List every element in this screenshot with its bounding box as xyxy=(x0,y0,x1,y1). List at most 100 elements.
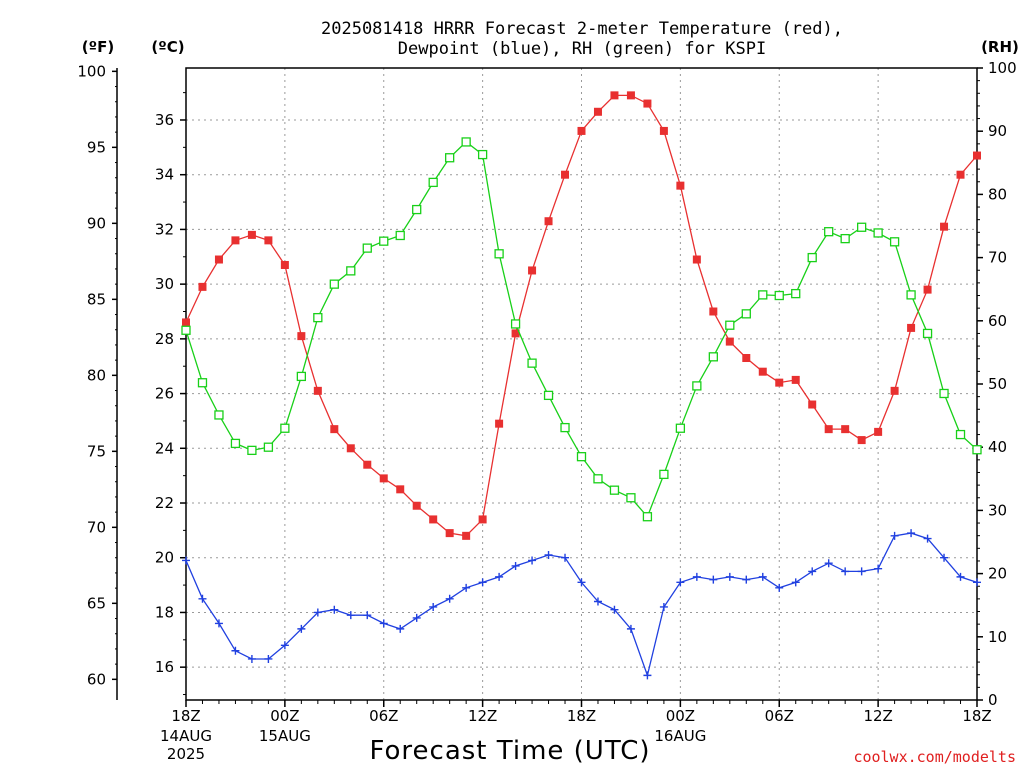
temperature-point xyxy=(379,474,388,483)
dewpoint-point xyxy=(297,624,306,633)
rh-tick-label: 90 xyxy=(988,122,1007,140)
fahrenheit-tick-label: 95 xyxy=(87,138,106,156)
rh-point xyxy=(510,319,521,329)
temperature-point xyxy=(841,425,850,434)
x-tick-label: 12Z xyxy=(468,707,497,725)
rh-point xyxy=(477,149,488,160)
temperature-point xyxy=(182,318,190,327)
dewpoint-point xyxy=(280,641,289,650)
temperature-point xyxy=(973,151,981,160)
dewpoint-point xyxy=(429,602,438,611)
dewpoint-point xyxy=(676,578,685,587)
temperature-point xyxy=(626,91,635,100)
celsius-tick-label: 22 xyxy=(155,494,174,512)
rh-tick-label: 100 xyxy=(988,59,1017,77)
rh-point xyxy=(609,485,620,495)
dewpoint-point xyxy=(363,611,372,620)
dewpoint-point xyxy=(462,583,471,592)
temperature-point xyxy=(593,107,602,116)
dewpoint-point xyxy=(923,534,932,543)
rh-point xyxy=(395,230,405,241)
credit-label: coolwx.com/modelts xyxy=(853,748,1016,766)
temperature-point xyxy=(247,230,256,239)
dewpoint-point xyxy=(890,531,899,540)
celsius-tick-label: 32 xyxy=(155,220,174,238)
temperature-point xyxy=(363,460,372,469)
temperature-point xyxy=(775,378,784,387)
temperature-point xyxy=(676,181,685,190)
rh-point xyxy=(758,290,768,300)
dewpoint-point xyxy=(561,553,570,562)
rh-point xyxy=(659,469,669,480)
dewpoint-point xyxy=(808,567,817,576)
temperature-point xyxy=(824,425,833,434)
temperature-point xyxy=(643,99,652,108)
rh-tick-label: 70 xyxy=(988,249,1007,267)
x-tick-label: 06Z xyxy=(765,707,794,725)
dewpoint-series xyxy=(182,529,981,680)
temperature-point xyxy=(742,354,751,363)
temperature-point xyxy=(561,170,570,179)
rh-point xyxy=(247,445,257,456)
rh-tick-label: 10 xyxy=(988,628,1007,646)
celsius-tick-label: 36 xyxy=(155,111,174,129)
rh-point xyxy=(972,445,982,455)
temperature-point xyxy=(231,236,240,245)
temperature-point xyxy=(264,236,273,245)
fahrenheit-tick-label: 85 xyxy=(87,290,106,308)
dewpoint-point xyxy=(528,556,537,565)
rh-point xyxy=(181,325,191,335)
rh-point xyxy=(807,252,817,263)
x-tick-label: 12Z xyxy=(863,707,892,725)
dewpoint-point xyxy=(775,583,784,592)
temperature-point xyxy=(462,531,471,540)
celsius-tick-label: 20 xyxy=(155,549,174,567)
temperature-point xyxy=(280,260,289,269)
rh-point xyxy=(675,423,686,433)
dewpoint-point xyxy=(495,572,504,581)
temperature-series xyxy=(182,91,981,540)
fahrenheit-tick-label: 80 xyxy=(87,366,106,384)
rh-point xyxy=(280,423,290,433)
dewpoint-point xyxy=(346,611,355,620)
celsius-tick-label: 18 xyxy=(155,603,174,621)
celsius-unit-label: (ºC) xyxy=(151,38,184,56)
fahrenheit-tick-label: 70 xyxy=(87,518,106,536)
chart-title-line1: 2025081418 HRRR Forecast 2-meter Tempera… xyxy=(321,19,843,39)
temperature-point xyxy=(214,255,223,264)
rh-point xyxy=(873,228,883,238)
rh-point xyxy=(230,438,241,449)
temperature-point xyxy=(429,515,438,524)
dewpoint-point xyxy=(709,575,718,584)
rh-unit-label: (RH) xyxy=(981,38,1019,56)
rh-point xyxy=(329,279,339,289)
fahrenheit-tick-label: 65 xyxy=(87,594,106,612)
grid-lines xyxy=(186,68,977,700)
rh-point xyxy=(692,381,702,391)
rh-tick-label: 20 xyxy=(988,565,1007,583)
fahrenheit-tick-label: 90 xyxy=(87,214,106,232)
dewpoint-point xyxy=(626,624,635,633)
rh-point xyxy=(412,204,422,215)
rh-point xyxy=(379,236,389,246)
x-axis-label: Forecast Time (UTC) xyxy=(369,736,650,766)
temperature-point xyxy=(445,529,454,538)
x-tick-year-label: 2025 xyxy=(167,745,205,763)
rh-point xyxy=(774,290,784,301)
rh-tick-label: 0 xyxy=(988,691,998,709)
temperature-point xyxy=(511,329,520,338)
rh-point xyxy=(708,352,718,362)
rh-tick-label: 30 xyxy=(988,501,1007,519)
fahrenheit-tick-label: 60 xyxy=(87,670,106,688)
rh-point xyxy=(576,452,587,462)
rh-point xyxy=(313,312,323,323)
rh-tick-label: 80 xyxy=(988,185,1007,203)
temperature-point xyxy=(495,419,504,428)
temperature-point xyxy=(297,332,306,341)
dewpoint-point xyxy=(231,646,240,655)
rh-point xyxy=(461,137,471,147)
dewpoint-point xyxy=(396,624,405,633)
rh-point xyxy=(889,237,900,247)
rh-point xyxy=(791,288,801,299)
